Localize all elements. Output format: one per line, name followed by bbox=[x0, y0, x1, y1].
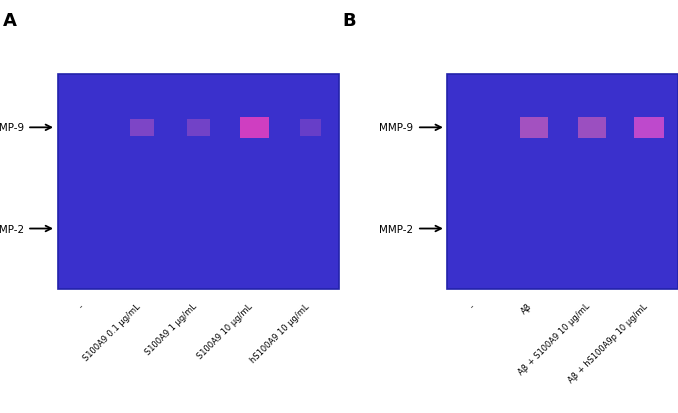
Text: MMP-9: MMP-9 bbox=[380, 123, 414, 133]
Text: -: - bbox=[468, 301, 476, 310]
Text: B: B bbox=[342, 12, 356, 30]
Text: S100A9 10 μg/mL: S100A9 10 μg/mL bbox=[196, 301, 255, 360]
Bar bbox=[186, 120, 210, 136]
Text: Aβ + S100A9 10 μg/mL: Aβ + S100A9 10 μg/mL bbox=[517, 301, 591, 377]
Text: S100A9 0.1 μg/mL: S100A9 0.1 μg/mL bbox=[81, 301, 142, 362]
Bar bbox=[300, 120, 321, 136]
Bar bbox=[520, 118, 548, 138]
Text: MMP-9: MMP-9 bbox=[0, 123, 24, 133]
Bar bbox=[447, 74, 678, 289]
Text: hS100A9 10 μg/mL: hS100A9 10 μg/mL bbox=[248, 301, 311, 364]
Text: -: - bbox=[77, 301, 85, 310]
Bar bbox=[240, 118, 269, 138]
Bar bbox=[58, 74, 339, 289]
Text: S100A9 1 μg/mL: S100A9 1 μg/mL bbox=[143, 301, 198, 356]
Text: MMP-2: MMP-2 bbox=[0, 224, 24, 234]
Text: Aβ + hS100A9p 10 μg/mL: Aβ + hS100A9p 10 μg/mL bbox=[566, 301, 649, 384]
Bar bbox=[578, 118, 605, 138]
Bar bbox=[130, 120, 154, 136]
Text: Aβ: Aβ bbox=[520, 301, 534, 316]
Bar bbox=[634, 118, 664, 138]
Text: MMP-2: MMP-2 bbox=[380, 224, 414, 234]
Text: A: A bbox=[3, 12, 17, 30]
